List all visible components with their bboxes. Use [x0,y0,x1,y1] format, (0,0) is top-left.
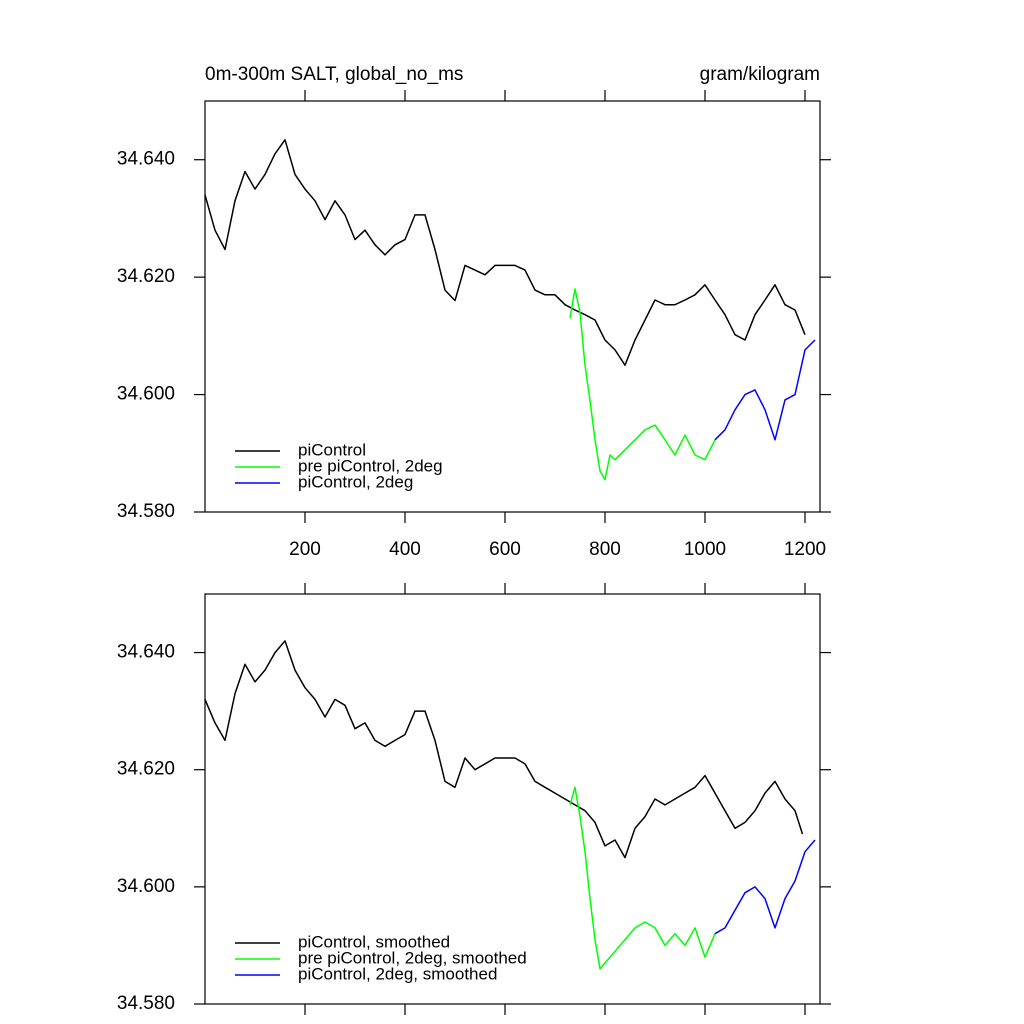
series-line [714,839,816,935]
y-tick-label: 34.620 [117,266,175,287]
left-title: 0m-300m SALT, global_no_ms [205,64,463,85]
y-tick-label: 34.640 [117,149,175,170]
x-tick-label: 400 [389,539,421,560]
x-tick-label: 800 [589,539,621,560]
right-title: gram/kilogram [700,64,820,85]
series-line [714,339,816,441]
y-tick-label: 34.580 [117,993,175,1014]
x-tick-label: 600 [489,539,521,560]
y-tick-label: 34.580 [117,501,175,522]
x-tick-label: 1200 [784,539,826,560]
y-tick-label: 34.640 [117,642,175,663]
legend-label: piControl, 2deg [298,472,413,491]
plot-frame [204,100,821,513]
series-line [569,288,716,481]
legend-label: piControl, 2deg, smoothed [298,964,497,983]
legend-label: piControl [298,440,366,459]
legend-label: pre piControl, 2deg, smoothed [298,948,527,967]
y-tick-label: 34.620 [117,759,175,780]
y-tick-label: 34.600 [117,384,175,405]
legend-label: piControl, smoothed [298,932,450,951]
plot-frame [204,593,821,1005]
series-line [569,786,716,970]
y-tick-label: 34.600 [117,876,175,897]
x-tick-label: 1000 [684,539,726,560]
legend-label: pre piControl, 2deg [298,456,443,475]
series-line [204,139,806,366]
series-line [204,640,804,859]
x-tick-label: 200 [289,539,321,560]
